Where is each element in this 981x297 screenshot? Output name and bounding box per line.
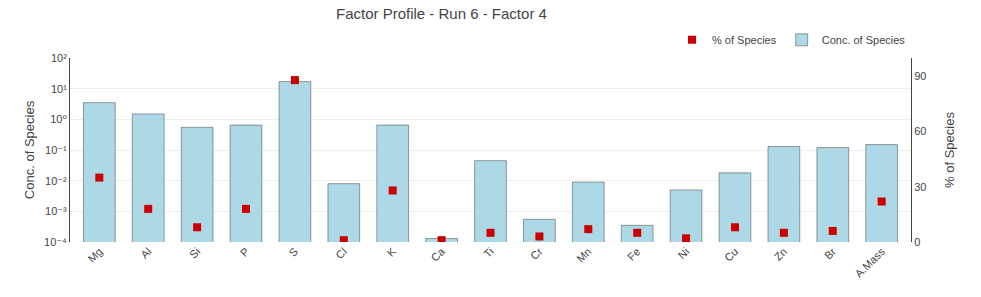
svg-text:Ni: Ni: [676, 245, 692, 261]
svg-text:90: 90: [914, 70, 926, 82]
svg-text:Si: Si: [187, 245, 202, 260]
svg-text:10⁰: 10⁰: [50, 113, 67, 125]
svg-text:Ca: Ca: [428, 245, 447, 264]
svg-text:Cu: Cu: [722, 245, 740, 263]
svg-text:S: S: [287, 245, 301, 259]
svg-text:Ti: Ti: [481, 245, 496, 260]
svg-text:10⁻¹: 10⁻¹: [45, 144, 67, 156]
svg-text:Mn: Mn: [574, 245, 593, 264]
svg-text:P: P: [238, 245, 252, 259]
svg-text:Al: Al: [138, 245, 153, 260]
svg-text:10²: 10²: [51, 52, 67, 64]
svg-text:Cr: Cr: [528, 245, 545, 262]
svg-text:% of Species: % of Species: [942, 112, 957, 188]
svg-text:Cl: Cl: [333, 245, 349, 261]
svg-text:Mg: Mg: [85, 245, 104, 264]
svg-text:Conc. of Species: Conc. of Species: [22, 100, 37, 199]
svg-text:Conc. of Species: Conc. of Species: [822, 34, 906, 46]
svg-text:10⁻²: 10⁻²: [45, 175, 67, 187]
svg-text:% of Species: % of Species: [712, 34, 777, 46]
svg-text:60: 60: [914, 125, 926, 137]
svg-text:10⁻⁴: 10⁻⁴: [44, 236, 67, 248]
svg-text:30: 30: [914, 181, 926, 193]
svg-text:10¹: 10¹: [51, 83, 67, 95]
svg-text:0: 0: [914, 236, 920, 248]
svg-text:Br: Br: [822, 245, 839, 262]
svg-text:10⁻³: 10⁻³: [45, 205, 67, 217]
svg-text:A.Mass: A.Mass: [853, 245, 888, 280]
svg-text:Fe: Fe: [625, 245, 643, 263]
svg-text:Zn: Zn: [772, 245, 790, 263]
svg-text:Factor Profile - Run 6 - Facto: Factor Profile - Run 6 - Factor 4: [336, 5, 547, 22]
svg-text:K: K: [384, 245, 398, 259]
